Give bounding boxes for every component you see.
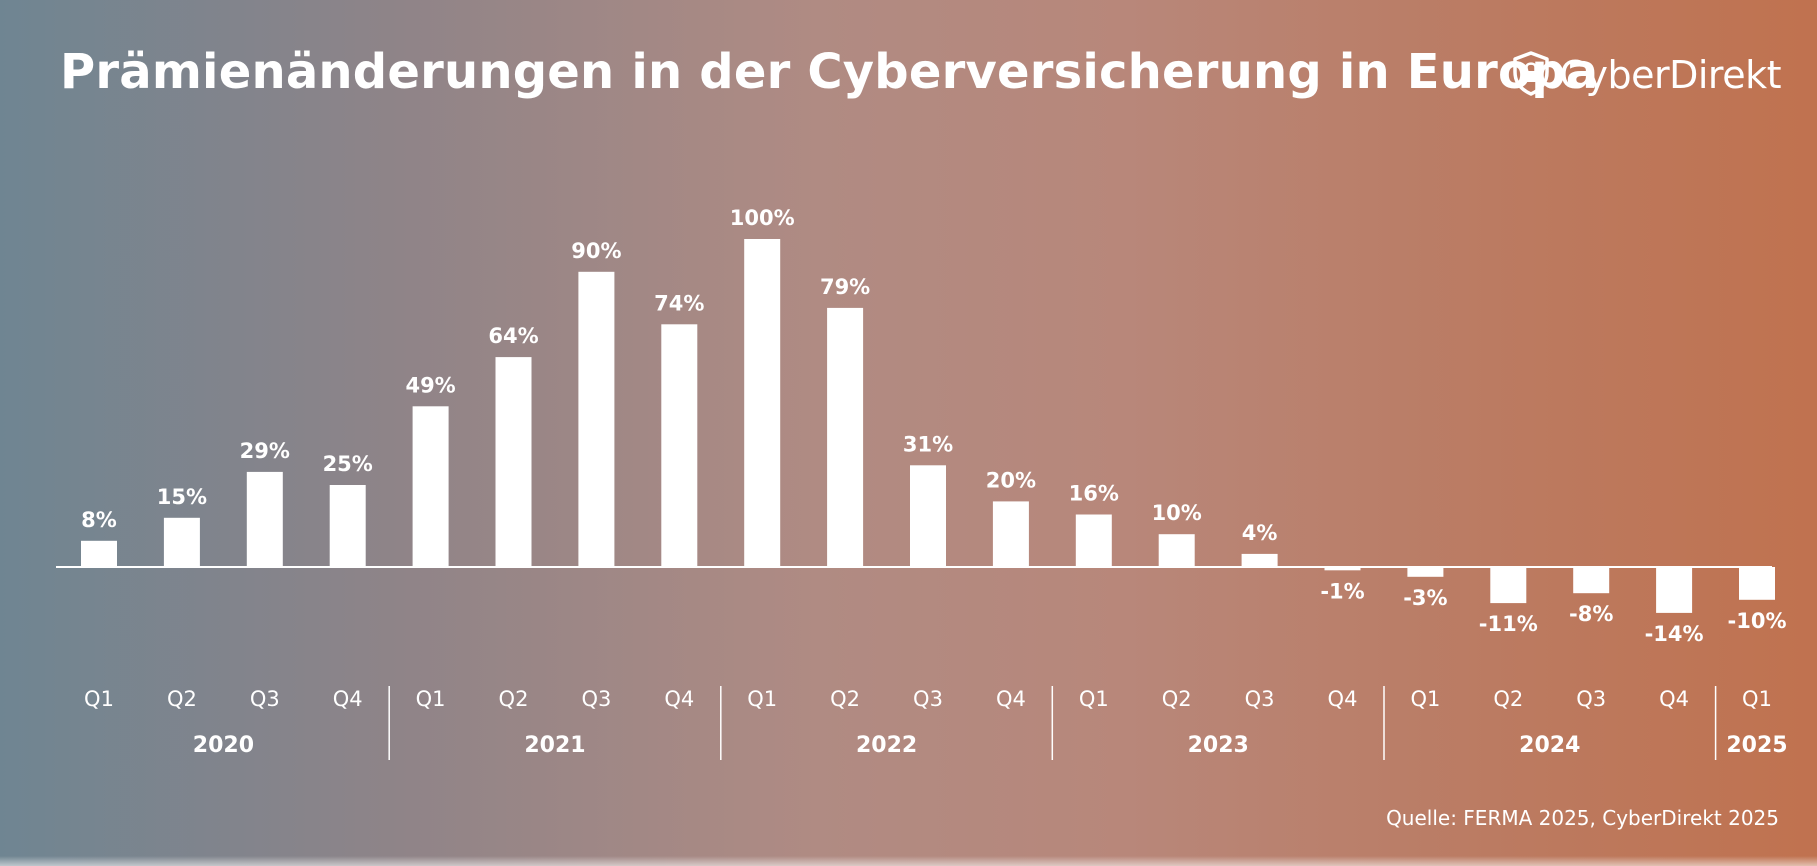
quarter-tick-label: Q1 (416, 687, 446, 711)
bar (1739, 567, 1775, 600)
quarter-tick-label: Q2 (1162, 687, 1192, 711)
quarter-tick-label: Q1 (747, 687, 777, 711)
bar (1324, 567, 1361, 571)
bar-value-label: 64% (488, 324, 538, 348)
quarter-tick-label: Q2 (167, 687, 197, 711)
quarter-tick-label: Q2 (1493, 687, 1523, 711)
bar-value-label: 31% (903, 432, 953, 456)
bar (661, 324, 698, 567)
bar-value-label: -3% (1403, 586, 1447, 610)
quarter-tick-label: Q4 (664, 687, 694, 711)
bar-value-label: -14% (1645, 622, 1704, 646)
year-group-label: 2020 (193, 733, 254, 758)
quarter-tick-label: Q3 (1245, 687, 1275, 711)
year-group-label: 2021 (524, 733, 585, 758)
bar-value-label: 4% (1242, 521, 1278, 545)
quarter-tick-label: Q4 (1328, 687, 1358, 711)
bar-value-label: 29% (240, 439, 290, 463)
bar-value-label: -10% (1728, 609, 1787, 633)
quarter-tick-label: Q2 (499, 687, 529, 711)
bar (744, 239, 781, 567)
bar (827, 307, 864, 567)
bar (1241, 553, 1278, 567)
year-group-label: 2022 (856, 733, 917, 758)
quarter-tick-label: Q1 (1742, 687, 1772, 711)
quarter-tick-label: Q4 (1659, 687, 1689, 711)
brand-logo: CyberDirekt (1511, 50, 1781, 100)
bar-value-label: -11% (1479, 612, 1538, 636)
bar (329, 485, 366, 567)
shield-lock-icon (1511, 50, 1551, 100)
bar (1490, 567, 1527, 604)
source-note: Quelle: FERMA 2025, CyberDirekt 2025 (1386, 806, 1779, 830)
bar (1656, 567, 1693, 613)
bar-value-label: 90% (571, 239, 621, 263)
bar-value-label: -8% (1569, 602, 1613, 626)
bar (992, 501, 1029, 567)
quarter-tick-label: Q1 (1079, 687, 1109, 711)
bar (1407, 567, 1444, 577)
bar-value-label: 16% (1069, 482, 1119, 506)
bar (495, 357, 532, 567)
year-group-label: 2023 (1188, 733, 1249, 758)
quarter-tick-label: Q3 (250, 687, 280, 711)
quarter-tick-label: Q4 (333, 687, 363, 711)
bar-value-label: 10% (1152, 501, 1202, 525)
bar-value-label: 20% (986, 468, 1036, 492)
bar-value-label: 49% (405, 373, 455, 397)
bar (1075, 514, 1112, 567)
bar (1158, 534, 1195, 567)
bar (1573, 567, 1610, 594)
bar-value-label: 79% (820, 275, 870, 299)
bar-value-label: 100% (730, 206, 795, 230)
bar-value-label: 8% (81, 508, 117, 532)
bar-value-label: -1% (1320, 579, 1364, 603)
bar-value-label: 25% (323, 452, 373, 476)
quarter-tick-label: Q3 (913, 687, 943, 711)
quarter-tick-label: Q3 (1576, 687, 1606, 711)
year-group-label: 2024 (1519, 733, 1580, 758)
quarter-tick-label: Q4 (996, 687, 1026, 711)
logo-text: CyberDirekt (1559, 53, 1781, 97)
page-title: Prämienänderungen in der Cyberversicheru… (60, 44, 1599, 100)
bottom-fade (0, 856, 1817, 866)
quarter-tick-label: Q1 (84, 687, 114, 711)
bar-value-label: 15% (157, 485, 207, 509)
bar (246, 471, 283, 567)
quarter-tick-label: Q2 (830, 687, 860, 711)
quarter-tick-label: Q3 (581, 687, 611, 711)
year-group-label: 2025 (1726, 733, 1787, 758)
quarter-tick-label: Q1 (1410, 687, 1440, 711)
bar (910, 465, 946, 567)
bar (412, 406, 449, 567)
bar (81, 540, 117, 567)
bar-value-label: 74% (654, 291, 704, 315)
bar (578, 271, 615, 567)
bar (163, 517, 200, 567)
